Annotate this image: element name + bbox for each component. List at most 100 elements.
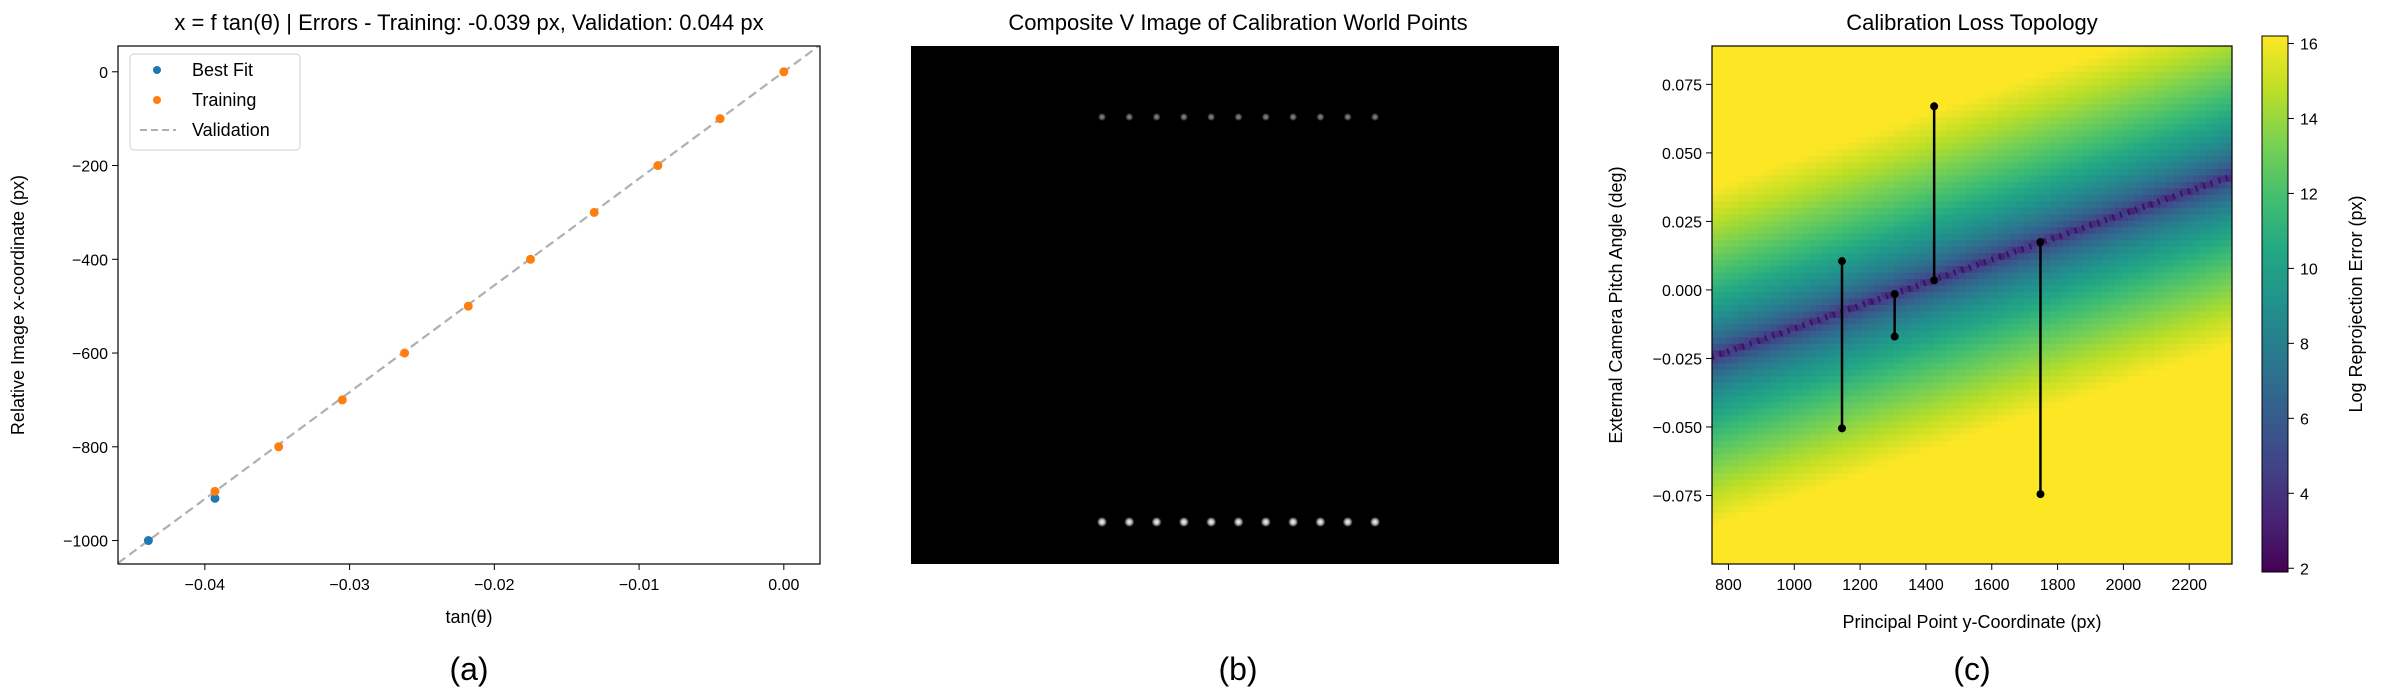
panel-b-title: Composite V Image of Calibration World P… [1008, 10, 1467, 35]
top-row-point [1152, 113, 1161, 121]
colorbar-tick-label: 10 [2300, 261, 2318, 278]
y-tick-label: −600 [72, 346, 108, 363]
x-tick-label: −0.03 [329, 577, 370, 594]
legend-label-validation: Validation [192, 120, 270, 140]
y-tick-label: 0.025 [1662, 214, 1702, 231]
bottom-row-point [1124, 517, 1135, 527]
bottom-row-point [1151, 517, 1162, 527]
panel-c: Calibration Loss Topology 800 1000 1200 140… [1606, 10, 2366, 687]
panel-c-xlabel: Principal Point y-Coordinate (px) [1842, 612, 2101, 632]
x-tick-label: 1400 [1908, 577, 1944, 594]
panel-c-ylabel: External Camera Pitch Angle (deg) [1606, 166, 1626, 443]
y-tick-label: −0.050 [1653, 420, 1702, 437]
best-fit-point [210, 493, 220, 503]
top-row-point [1289, 113, 1298, 121]
training-point [274, 442, 284, 452]
x-tick-label: −0.02 [474, 577, 515, 594]
colorbar-tick-label: 8 [2300, 336, 2309, 353]
top-row-point [1179, 113, 1188, 121]
panel-a-legend: Best Fit Training Validation [129, 53, 301, 151]
x-tick-label: 1600 [1974, 577, 2010, 594]
panel-b: Composite V Image of Calibration World P… [911, 10, 1559, 687]
bottom-row-point [1342, 517, 1353, 527]
colorbar-label: Log Reprojection Error (px) [2346, 195, 2366, 412]
y-tick-label: −400 [72, 252, 108, 269]
y-tick-label: −1000 [63, 534, 108, 551]
y-tick-label: 0 [99, 65, 108, 82]
colorbar-tick-label: 2 [2300, 561, 2309, 578]
segment-end-bottom [1930, 276, 1939, 285]
panel-c-title: Calibration Loss Topology [1846, 10, 2098, 35]
legend-marker-training [153, 96, 161, 104]
loss-overlay [1712, 102, 2232, 499]
bottom-row-point [1097, 517, 1107, 527]
x-tick-label: −0.01 [619, 577, 660, 594]
caption-c: (c) [1953, 651, 1990, 687]
y-tick-label: −0.025 [1653, 351, 1702, 368]
segment-end-top [1930, 102, 1939, 111]
top-row-point [1207, 113, 1216, 121]
segment-end-top [2036, 237, 2045, 246]
bottom-row-point [1315, 517, 1326, 527]
y-tick-label: 0.075 [1662, 77, 1702, 94]
top-row-point [1098, 113, 1106, 121]
colorbar-tick-label: 12 [2300, 186, 2318, 203]
colorbar-tick-label: 6 [2300, 411, 2309, 428]
panel-a: x = f tan(θ) | Errors - Training: -0.039… [8, 10, 821, 687]
segment-end-bottom [1890, 332, 1899, 341]
y-tick-label: 0.050 [1662, 146, 1702, 163]
training-point [337, 395, 347, 405]
top-row-point [1371, 113, 1379, 121]
bottom-row-point [1370, 517, 1380, 527]
top-row-point [1343, 113, 1352, 121]
panel-a-xlabel: tan(θ) [445, 607, 492, 627]
segment-end-bottom [2036, 490, 2045, 499]
training-point [715, 114, 725, 124]
panel-a-title: x = f tan(θ) | Errors - Training: -0.039… [174, 10, 763, 35]
bottom-row-point [1178, 517, 1189, 527]
x-tick-label: 1800 [2040, 577, 2076, 594]
training-point [779, 67, 789, 77]
colorbar-tick-label: 4 [2300, 486, 2309, 503]
x-tick-label: 800 [1715, 577, 1742, 594]
panel-c-frame [1711, 45, 2233, 565]
x-tick-label: 2000 [2106, 577, 2142, 594]
best-fit-point [143, 536, 153, 546]
training-point [400, 348, 410, 358]
legend-label-training: Training [192, 90, 256, 110]
colorbar-tick-label: 14 [2300, 111, 2318, 128]
training-point [526, 254, 536, 264]
colorbar: 2 4 6 8 10 12 14 16 Log Reprojection Error (px) [2261, 35, 2366, 578]
panel-a-plot [118, 46, 820, 564]
y-tick-label: 0.000 [1662, 283, 1702, 300]
bottom-row-point [1288, 517, 1299, 527]
colorbar-tick-label: 16 [2300, 36, 2318, 53]
top-row-point [1125, 113, 1134, 121]
loss-heatmap [1712, 46, 2232, 564]
training-point [653, 161, 663, 171]
legend-label-best-fit: Best Fit [192, 60, 253, 80]
legend-marker-best-fit [153, 66, 161, 74]
x-tick-label: 0.00 [768, 577, 799, 594]
x-tick-label: 1200 [1842, 577, 1878, 594]
panel-a-frame [117, 45, 821, 565]
x-tick-label: 2200 [2171, 577, 2207, 594]
bottom-row-point [1206, 517, 1217, 527]
panel-c-ticks: 800 1000 1200 1400 1600 1800 2000 2200 −0.075 −0.… [1653, 77, 2208, 594]
segment-end-top [1838, 257, 1846, 266]
top-row-point [1234, 113, 1243, 121]
bottom-row-point [1260, 517, 1271, 527]
x-tick-label: −0.04 [185, 577, 226, 594]
calibration-points [1097, 113, 1380, 527]
y-tick-label: −200 [72, 159, 108, 176]
legend-box [129, 53, 301, 151]
x-tick-label: 1000 [1776, 577, 1812, 594]
top-row-point [1261, 113, 1270, 121]
caption-b: (b) [1218, 651, 1257, 687]
panel-a-ylabel: Relative Image x-coordinate (px) [8, 175, 28, 435]
panel-a-ticks: −0.04 −0.03 −0.02 −0.01 0.00 −1000 −800 −600 −40… [63, 65, 799, 594]
training-point [210, 486, 220, 496]
training-point [589, 207, 599, 217]
segment-end-bottom [1838, 424, 1846, 433]
top-row-point [1316, 113, 1325, 121]
